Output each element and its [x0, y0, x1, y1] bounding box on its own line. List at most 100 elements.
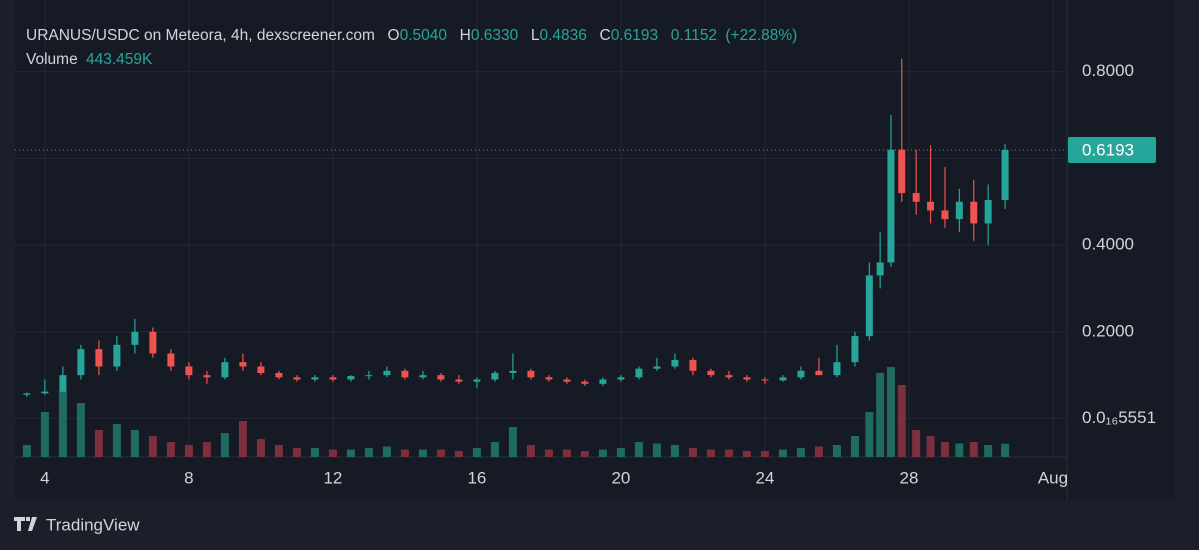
volume-bar: [616, 448, 625, 457]
volume-bar: [955, 443, 964, 457]
brand-logo: [14, 517, 37, 531]
candle-body: [275, 372, 283, 378]
symbol: URANUS/USDC on Meteora, 4h, dexscreener.…: [26, 27, 375, 44]
volume-bar: [876, 373, 885, 457]
candle-body: [131, 331, 139, 345]
candle-body: [779, 377, 787, 381]
candle-body: [527, 370, 535, 378]
volume-bar: [22, 445, 31, 457]
candle-body: [365, 375, 373, 377]
volume-value: 443.459K: [86, 51, 153, 68]
x-tick-label: 12: [323, 468, 342, 487]
volume-bar: [598, 449, 607, 457]
volume-bar: [94, 430, 103, 457]
volume-bar: [40, 412, 49, 457]
candle-body: [725, 375, 733, 378]
volume-bar: [418, 449, 427, 457]
volume-bar: [436, 449, 445, 457]
candle-body: [311, 377, 319, 380]
candle-body: [239, 362, 247, 367]
candle-body: [23, 393, 31, 395]
volume-bar: [670, 445, 679, 457]
candle-body: [1001, 150, 1009, 201]
volume-bar: [166, 442, 175, 457]
candle-body: [599, 379, 607, 384]
candle-body: [815, 370, 823, 376]
candle-body: [617, 377, 625, 380]
volume-bar: [796, 448, 805, 457]
candle-body: [509, 370, 517, 373]
candle-body: [653, 366, 661, 369]
volume-bar: [112, 424, 121, 457]
volume-bar: [1001, 443, 1010, 457]
x-tick-label: 20: [611, 468, 630, 487]
candle-body: [581, 381, 589, 384]
volume-bar: [724, 449, 733, 457]
candle-body: [329, 377, 337, 380]
candle-body: [833, 362, 841, 376]
high-value: 0.6330: [470, 27, 519, 44]
plot-panel: [15, 0, 1175, 500]
candle-body: [887, 149, 895, 263]
candle-body: [927, 201, 935, 211]
volume-bar: [886, 367, 895, 457]
candle-body: [257, 366, 265, 373]
candle-body: [491, 372, 499, 380]
candle-body: [347, 376, 355, 380]
volume-bar: [688, 448, 697, 457]
volume-bar: [202, 442, 211, 457]
volume-bar: [292, 448, 301, 457]
close-value: 0.6193: [610, 27, 659, 44]
high-label: H: [459, 27, 471, 44]
candle-body: [563, 379, 571, 382]
volume-bar: [814, 446, 823, 457]
volume-legend: Volume 443.459K: [26, 51, 156, 69]
volume-bar: [508, 427, 517, 457]
volume-bar: [544, 449, 553, 457]
volume-bar: [969, 442, 978, 457]
candle-body: [185, 366, 193, 376]
low-value: 0.4836: [539, 27, 587, 44]
candle-body: [743, 377, 751, 380]
y-tick-label: 0.4000: [1082, 235, 1134, 254]
brand: TradingView: [46, 515, 140, 534]
open-label: O: [387, 27, 400, 44]
volume-bar: [220, 433, 229, 457]
candle-body: [912, 193, 920, 202]
candle-body: [970, 201, 978, 224]
x-tick-label: 4: [40, 468, 49, 487]
open-value: 0.5040: [399, 27, 447, 44]
low-label: L: [530, 27, 540, 44]
candle-body: [635, 368, 643, 378]
candle-body: [545, 377, 553, 380]
volume-bar: [238, 421, 247, 457]
volume-bar: [897, 385, 906, 457]
volume-bar: [472, 448, 481, 457]
last-price-badge: [1068, 137, 1156, 164]
volume-bar: [400, 449, 409, 457]
volume-bar: [865, 412, 874, 457]
volume-bar: [130, 430, 139, 457]
candle-body: [41, 391, 49, 394]
volume-bar: [912, 430, 921, 457]
candle-body: [473, 379, 481, 382]
candle-body: [797, 370, 805, 378]
candle-body: [941, 210, 949, 220]
change-value: 0.1152: [670, 27, 718, 44]
candle-body: [984, 200, 992, 224]
volume-bar: [706, 449, 715, 457]
x-tick-label: 16: [467, 468, 486, 487]
volume-bar: [256, 439, 265, 457]
candle-body: [419, 375, 427, 378]
candle-body: [761, 379, 769, 381]
y-tick-label: 0.2000: [1082, 321, 1134, 340]
candle-body: [437, 375, 445, 380]
volume-bar: [778, 449, 787, 457]
volume-bar: [562, 449, 571, 457]
candle-body: [95, 349, 103, 367]
y-tick-label: 0.8000: [1082, 61, 1134, 80]
volume-bar: [760, 451, 769, 457]
change-pct: (+22.88%): [725, 27, 798, 44]
